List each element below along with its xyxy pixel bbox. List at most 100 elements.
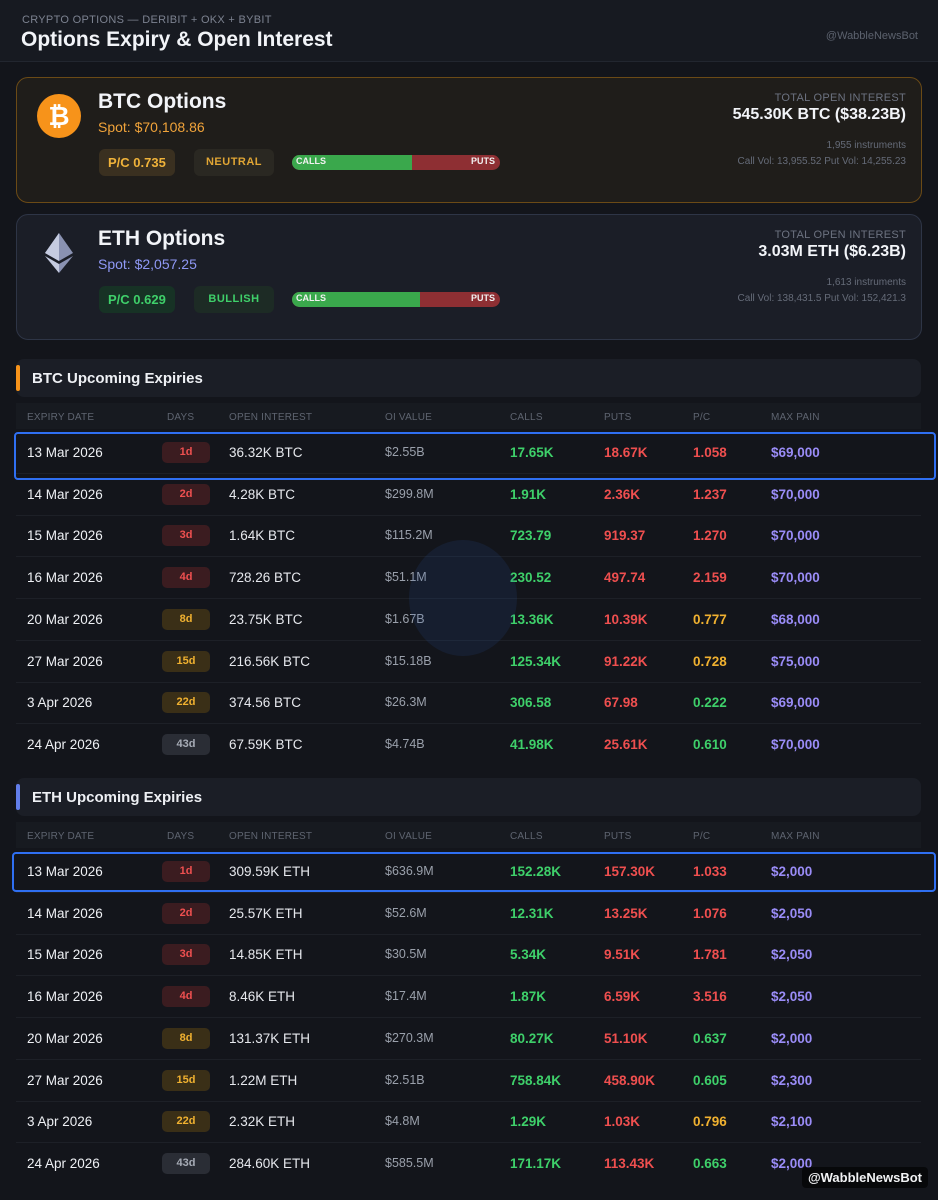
open-interest: 67.59K BTC [229,736,303,752]
btc-card-name: BTC Options [98,90,227,113]
calls-value: 230.52 [510,570,552,586]
open-interest: 4.28K BTC [229,486,296,502]
max-pain: $69,000 [771,695,820,711]
row-divider [16,892,921,893]
expiry-date: 13 Mar 2026 [27,864,103,879]
puts-value: 10.39K [604,611,648,627]
pc-ratio: 0.610 [693,736,727,752]
max-pain: $70,000 [771,528,820,544]
days-badge: 2d [162,902,210,924]
max-pain: $2,050 [771,905,813,921]
open-interest: 728.26 BTC [229,570,302,586]
pc-ratio: 0.222 [693,695,727,711]
btc-calls-puts-bar: CALLS PUTS [292,155,500,170]
oi-value: $30.5M [385,947,427,962]
puts-value: 25.61K [604,736,648,752]
oi-value: $270.3M [385,1030,434,1045]
pc-ratio: 3.516 [693,989,727,1005]
penguin-watermark [409,540,517,656]
table-row: 3 Apr 2026 22d 374.56 BTC $26.3M 306.58 67.98… [16,682,921,724]
expiry-date: 20 Mar 2026 [27,1030,103,1046]
calls-value: 1.87K [510,989,547,1005]
calls-value: 41.98K [510,736,554,752]
eth-calls-puts-bar: CALLS PUTS [292,292,500,307]
calls-value: 306.58 [510,695,552,711]
btc-sentiment-badge: NEUTRAL [194,149,274,176]
col-expiry-date: EXPIRY DATE [27,412,95,423]
max-pain: $2,300 [771,1072,813,1088]
row-divider [16,1058,921,1060]
pc-ratio: 0.605 [693,1072,727,1088]
calls-value: 125.34K [510,653,562,669]
btc-oi-caption: TOTAL OPEN INTEREST [774,92,906,104]
oi-value: $299.8M [385,486,434,501]
col-max-pain: MAX PAIN [771,831,820,842]
page-title: Options Expiry & Open Interest [21,28,333,51]
pc-ratio: 0.796 [693,1114,727,1130]
row-divider [16,723,921,725]
calls-value: 17.65K [510,445,554,460]
puts-value: 51.10K [604,1030,648,1046]
days-badge: 43d [162,733,210,755]
eth-puts-label: PUTS [470,293,495,303]
btc-expiries-header: BTC Upcoming Expiries [16,359,921,397]
calls-value: 758.84K [510,1072,562,1088]
table-row: 27 Mar 2026 15d 216.56K BTC $15.18B 125.34K 9… [16,641,921,683]
table-row: 14 Mar 2026 2d 4.28K BTC $299.8M 1.91K 2.36K 1… [16,474,921,516]
btc-puts-label: PUTS [470,156,495,166]
expiry-date: 14 Mar 2026 [27,486,103,502]
puts-value: 6.59K [604,989,641,1005]
btc-options-card: ₿ BTC Options Spot: $70,108.86 P/C 0.735… [16,77,922,203]
calls-value: 12.31K [510,905,554,921]
row-divider [16,975,921,977]
puts-value: 497.74 [604,570,646,586]
expiry-date: 16 Mar 2026 [27,989,103,1005]
open-interest: 1.22M ETH [229,1072,298,1088]
max-pain: $2,000 [771,1030,813,1046]
days-badge: 3d [162,944,210,966]
oi-value: $1.67B [385,611,425,626]
days-badge: 3d [162,525,210,547]
oi-value: $15.18B [385,653,432,668]
expiry-date: 27 Mar 2026 [27,1072,103,1088]
puts-value: 2.36K [604,486,641,502]
eth-oi-value: 3.03M ETH ($6.23B) [758,243,906,260]
expiry-date: 16 Mar 2026 [27,570,103,586]
open-interest: 284.60K ETH [229,1155,311,1171]
eth-expiries-header: ETH Upcoming Expiries [16,778,921,816]
expiry-date: 24 Apr 2026 [27,1155,100,1171]
col-pc: P/C [693,412,711,423]
days-badge: 2d [162,483,210,505]
calls-value: 1.29K [510,1114,547,1130]
eth-calls-label: CALLS [296,293,326,303]
oi-value: $51.1M [385,570,427,585]
pc-ratio: 1.781 [693,947,727,963]
table-row: 15 Mar 2026 3d 14.85K ETH $30.5M 5.34K 9.51K 1… [16,934,921,976]
col-open-interest: OPEN INTEREST [229,412,313,423]
days-badge: 4d [162,986,210,1008]
header-handle: @WabbleNewsBot [825,30,918,42]
puts-value: 458.90K [604,1072,656,1088]
calls-value: 5.34K [510,947,547,963]
pc-ratio: 0.728 [693,653,727,669]
table-row: 20 Mar 2026 8d 23.75K BTC $1.67B 13.36K 10.39… [16,599,921,641]
oi-value: $4.8M [385,1114,420,1129]
col-calls: CALLS [510,412,543,423]
row-divider [16,556,921,558]
btc-section-accent [16,365,20,391]
row-divider [16,1142,921,1144]
row-divider [16,598,921,600]
max-pain: $70,000 [771,486,820,502]
puts-value: 91.22K [604,653,648,669]
table-row: 14 Mar 2026 2d 25.57K ETH $52.6M 12.31K 13.25… [16,893,921,935]
pc-ratio: 0.663 [693,1155,727,1171]
open-interest: 8.46K ETH [229,989,296,1005]
pc-ratio: 1.076 [693,905,727,921]
oi-value: $17.4M [385,989,427,1004]
open-interest: 216.56K BTC [229,653,311,669]
btc-pc-badge: P/C 0.735 [99,149,175,176]
open-interest: 23.75K BTC [229,611,303,627]
oi-value: $636.9M [385,864,434,878]
col-pc: P/C [693,831,711,842]
days-badge: 8d [162,1027,210,1049]
